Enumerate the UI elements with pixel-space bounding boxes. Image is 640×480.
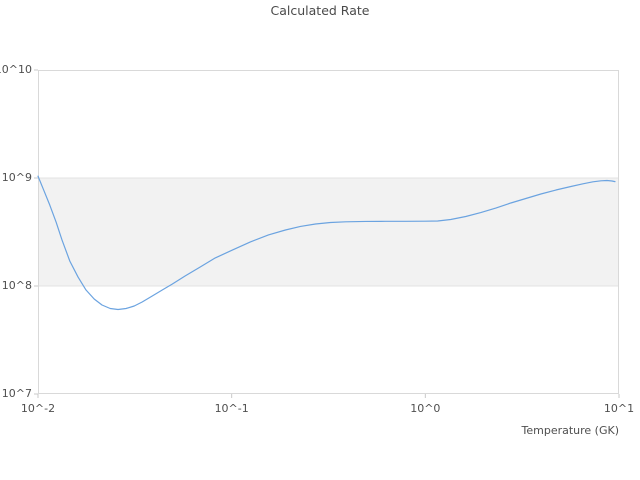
highlight-band xyxy=(38,178,619,286)
plot-frame xyxy=(38,70,619,394)
rate-curve xyxy=(37,175,616,311)
axis-tick-marks xyxy=(34,69,620,398)
y-tick-label-1e8: 10^8 xyxy=(1,279,32,292)
x-tick-label-1e1: 10^1 xyxy=(603,402,635,415)
y-tick-label-1e10: 10^10 xyxy=(0,63,32,76)
y-tick-label-1e9: 10^9 xyxy=(1,171,32,184)
x-axis-title: Temperature (GK) xyxy=(521,424,620,437)
y-tick-label-1e7: 10^7 xyxy=(1,387,32,400)
x-tick-label-1e0: 10^0 xyxy=(410,402,441,415)
x-tick-label-1e-2: 10^-2 xyxy=(20,402,56,415)
chart-title: Calculated Rate xyxy=(270,3,370,18)
x-tick-label-1e-1: 10^-1 xyxy=(214,402,249,415)
